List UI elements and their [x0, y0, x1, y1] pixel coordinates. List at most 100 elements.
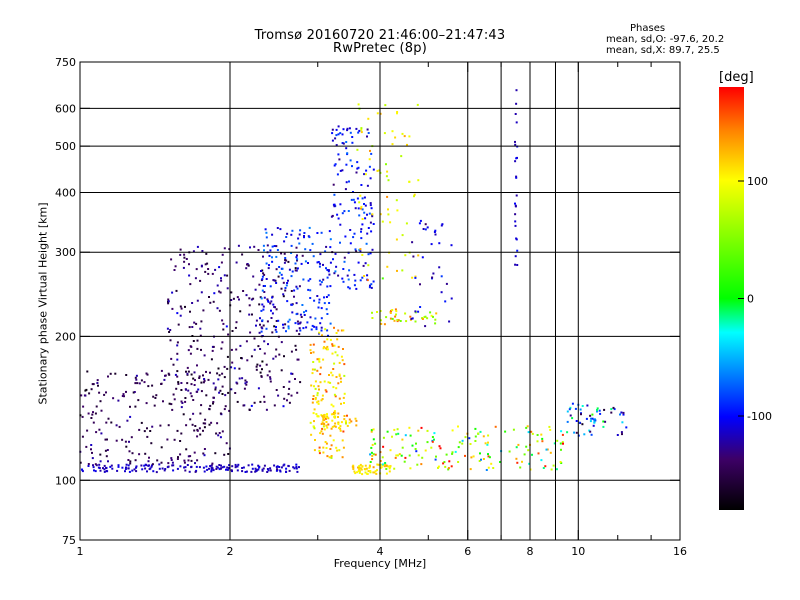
data-point	[461, 442, 464, 445]
data-point	[174, 373, 177, 376]
data-point	[426, 441, 429, 444]
data-point	[437, 466, 439, 469]
data-point	[408, 135, 411, 138]
data-point	[324, 441, 327, 443]
data-point	[355, 424, 358, 427]
data-point	[391, 143, 394, 146]
data-point	[186, 372, 189, 375]
data-point	[110, 464, 113, 467]
data-point	[86, 429, 89, 432]
data-point	[219, 291, 222, 294]
data-point	[274, 355, 277, 358]
data-point	[170, 403, 173, 406]
data-point	[186, 366, 189, 369]
data-point	[205, 252, 208, 255]
data-point	[300, 316, 303, 318]
data-point	[217, 378, 220, 381]
data-point	[360, 237, 363, 240]
data-point	[100, 432, 103, 435]
data-point	[192, 340, 195, 342]
data-point	[225, 325, 228, 328]
data-point	[411, 276, 414, 279]
data-point	[396, 112, 398, 115]
data-point	[172, 393, 175, 396]
data-point	[477, 432, 480, 435]
data-point	[514, 205, 517, 208]
data-point	[625, 426, 628, 429]
data-point	[396, 319, 399, 321]
data-point	[359, 463, 362, 466]
data-point	[332, 258, 334, 261]
data-point	[287, 393, 290, 396]
data-point	[330, 427, 333, 430]
data-point	[263, 464, 266, 467]
data-point	[80, 394, 83, 397]
data-point	[332, 368, 335, 370]
data-point	[610, 408, 613, 411]
data-point	[527, 431, 530, 434]
data-point	[361, 465, 364, 468]
data-point	[265, 236, 268, 239]
data-point	[347, 286, 350, 289]
data-point	[323, 302, 326, 305]
data-point	[336, 173, 339, 176]
data-point	[299, 329, 302, 332]
data-point	[396, 269, 398, 272]
data-point	[302, 327, 305, 330]
data-point	[340, 355, 343, 358]
data-point	[208, 296, 210, 298]
data-point	[257, 387, 260, 390]
data-point	[371, 458, 374, 461]
data-point	[244, 379, 247, 382]
data-point	[263, 395, 266, 398]
data-point	[216, 466, 219, 469]
data-point	[431, 440, 434, 443]
data-point	[239, 344, 242, 347]
data-point	[326, 348, 329, 351]
data-point	[82, 405, 85, 408]
data-point	[189, 418, 192, 421]
data-point	[366, 184, 369, 187]
data-point	[163, 469, 166, 472]
data-point	[337, 153, 340, 156]
data-point	[208, 408, 211, 411]
data-point	[342, 348, 344, 350]
data-point	[109, 465, 112, 468]
data-point	[333, 326, 335, 329]
data-point	[140, 379, 143, 382]
data-point	[338, 361, 341, 364]
data-point	[261, 275, 264, 278]
data-point	[454, 450, 457, 453]
data-point	[184, 466, 187, 469]
data-point	[385, 464, 388, 467]
data-point	[338, 158, 341, 161]
data-point	[376, 469, 378, 472]
data-point	[374, 453, 377, 456]
data-point	[358, 214, 361, 217]
data-point	[258, 303, 261, 306]
data-point	[350, 198, 353, 201]
data-point	[313, 427, 316, 430]
data-point	[172, 469, 175, 472]
data-point	[188, 470, 191, 473]
data-point	[391, 130, 394, 133]
data-point	[340, 329, 343, 332]
data-point	[371, 443, 374, 446]
data-point	[375, 472, 378, 475]
data-point	[210, 464, 213, 467]
data-point	[273, 279, 276, 282]
data-point	[147, 385, 150, 388]
data-point	[183, 256, 186, 259]
data-point	[242, 466, 245, 469]
data-point	[552, 464, 555, 467]
data-point	[255, 324, 257, 327]
data-point	[323, 413, 326, 416]
data-point	[380, 322, 383, 325]
data-point	[280, 466, 283, 469]
data-point	[389, 317, 392, 320]
data-point	[303, 232, 306, 234]
data-point	[246, 359, 249, 362]
data-point	[411, 444, 414, 447]
data-point	[312, 412, 315, 415]
data-point	[401, 446, 404, 449]
